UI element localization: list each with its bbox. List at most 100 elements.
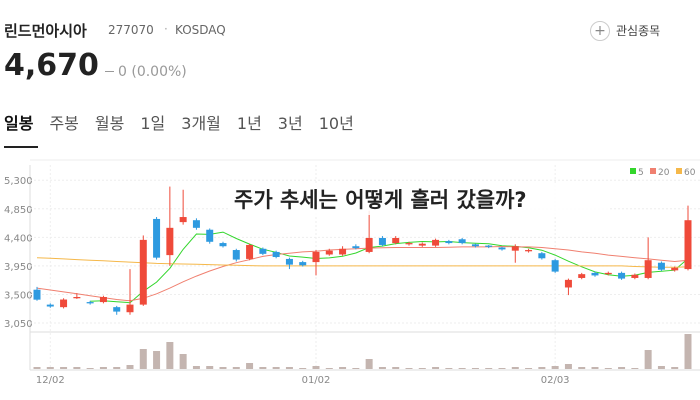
- period-tabs: 일봉 주봉 월봉 1일 3개월 1년 3년 10년: [4, 110, 370, 134]
- volume-bar: [644, 350, 652, 369]
- candle-body: [525, 250, 533, 252]
- volume-bar: [46, 367, 54, 369]
- volume-bar: [432, 367, 440, 369]
- volume-bar: [126, 365, 134, 369]
- candle-body: [206, 229, 214, 242]
- candle-body: [365, 237, 373, 252]
- candle-body: [139, 239, 147, 305]
- volume-bar: [671, 367, 679, 369]
- change: 0 (0.00%): [118, 64, 187, 80]
- candle-body: [618, 272, 626, 279]
- candle-body: [33, 289, 41, 300]
- candle-body: [418, 243, 426, 246]
- volume-bar: [179, 354, 187, 369]
- y-tick-label: 4,400: [4, 233, 33, 244]
- period-tab[interactable]: 3년: [277, 114, 303, 133]
- volume-bar: [498, 368, 506, 369]
- candle-body: [564, 279, 572, 288]
- period-tab[interactable]: 3개월: [181, 114, 221, 133]
- candle-body: [325, 250, 333, 255]
- volume-bar: [312, 366, 320, 369]
- volume-bar: [166, 342, 174, 369]
- period-tab[interactable]: 주봉: [49, 114, 79, 133]
- watch-icon[interactable]: +: [590, 21, 610, 41]
- volume-bar: [285, 367, 293, 369]
- candle-body: [285, 258, 293, 265]
- volume-bar: [485, 368, 493, 369]
- candle-body: [259, 248, 267, 254]
- legend-swatch: [650, 168, 656, 174]
- volume-bar: [458, 368, 466, 369]
- volume-bar: [591, 367, 599, 369]
- volume-bar: [153, 351, 161, 369]
- candle-body: [591, 272, 599, 276]
- candle-body: [312, 251, 320, 263]
- period-tab[interactable]: 월봉: [94, 114, 125, 133]
- candle-body: [60, 299, 68, 308]
- volume-bar: [471, 368, 479, 369]
- volume-bar: [538, 367, 546, 369]
- volume-bar: [418, 368, 426, 369]
- volume-bar: [352, 368, 360, 369]
- volume-bar: [259, 367, 267, 369]
- volume-bar: [578, 367, 586, 369]
- chart-title: 주가 추세는 어떻게 흘러 갔을까?: [234, 188, 527, 212]
- volume-bar: [206, 366, 214, 369]
- volume-bar: [525, 368, 533, 369]
- x-tick-label: 12/02: [36, 375, 65, 386]
- candle-body: [352, 246, 360, 249]
- price: 4,670: [4, 48, 99, 83]
- candle-body: [179, 217, 187, 223]
- flat-sign: [105, 71, 114, 72]
- candle-body: [432, 239, 440, 246]
- volume-bar: [86, 368, 94, 369]
- candle-body: [392, 237, 400, 244]
- candle-body: [405, 243, 413, 245]
- candle-body: [246, 244, 254, 259]
- volume-bar: [299, 368, 307, 369]
- volume-bar: [564, 364, 572, 369]
- candle-body: [232, 250, 240, 260]
- volume-bar: [445, 368, 453, 369]
- stock-name: 린드먼아시아: [4, 22, 87, 40]
- candle-body: [272, 251, 280, 258]
- volume-bar: [139, 349, 147, 369]
- candle-body: [631, 274, 639, 278]
- candle-body: [219, 243, 227, 247]
- candle-body: [684, 220, 692, 270]
- candle-body: [339, 248, 347, 255]
- y-tick-label: 3,050: [4, 319, 33, 330]
- period-tab[interactable]: 10년: [318, 114, 354, 133]
- volume-bar: [405, 368, 413, 369]
- candle-body: [511, 246, 519, 251]
- candle-body: [578, 274, 586, 278]
- volume-bar: [113, 367, 121, 369]
- candle-body: [378, 237, 386, 245]
- y-tick-label: 3,950: [4, 262, 33, 273]
- candle-body: [46, 304, 54, 307]
- candle-body: [458, 239, 466, 244]
- volume-bar: [325, 368, 333, 369]
- watch-button[interactable]: 관심종목: [616, 24, 661, 38]
- volume-bar: [618, 367, 626, 369]
- stock-code: 277070: [108, 23, 154, 37]
- period-tab[interactable]: 1일: [140, 114, 166, 133]
- period-tab[interactable]: 1년: [236, 114, 262, 133]
- y-tick-label: 5,300: [4, 176, 33, 187]
- volume-bar: [192, 366, 200, 369]
- volume-bar: [631, 368, 639, 369]
- volume-bar: [246, 363, 254, 369]
- candle-body: [113, 307, 121, 312]
- candle-body: [166, 227, 174, 256]
- period-tab[interactable]: 일봉: [4, 114, 34, 133]
- candle-body: [192, 220, 200, 228]
- market: KOSDAQ: [175, 23, 226, 37]
- title-bg: [230, 183, 610, 215]
- volume-bar: [365, 359, 373, 369]
- separator: ·: [164, 22, 168, 36]
- candle-body: [126, 304, 134, 313]
- candle-body: [498, 247, 506, 250]
- y-tick-label: 3,500: [4, 290, 33, 301]
